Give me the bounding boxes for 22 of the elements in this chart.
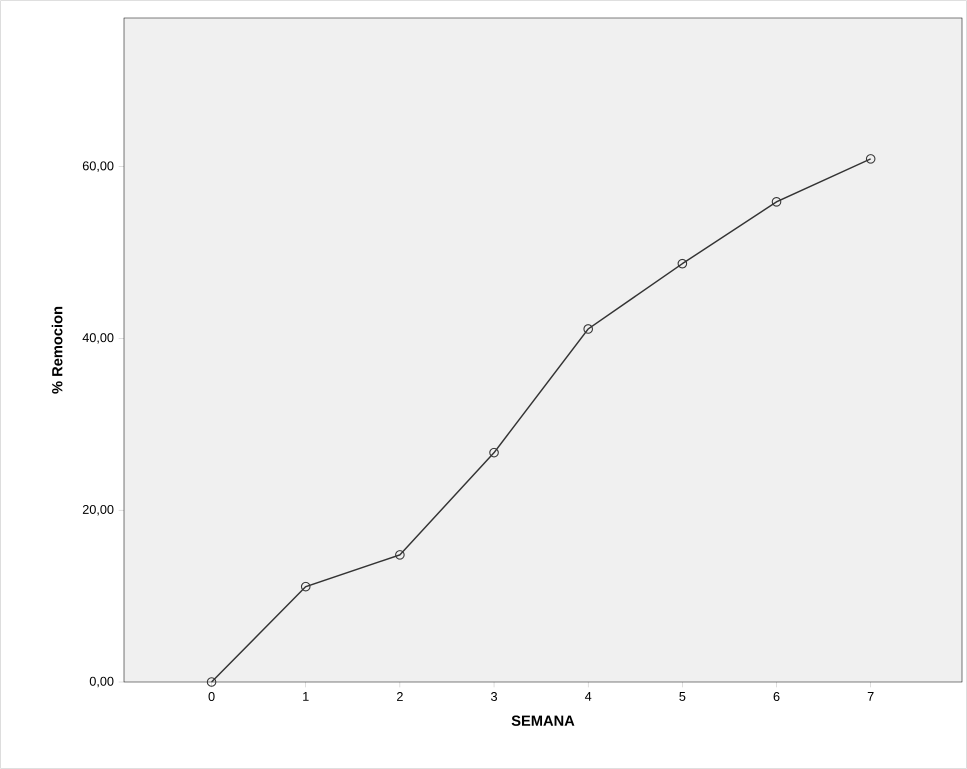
- x-tick-label: 2: [396, 692, 403, 701]
- y-tick-label: 0,00: [90, 676, 114, 688]
- y-tick-label: 60,00: [82, 161, 114, 172]
- point: [583, 324, 594, 334]
- x-tick-label: 7: [868, 692, 874, 701]
- point: [772, 197, 782, 207]
- point: [866, 154, 876, 164]
- x-tick-label: 3: [491, 692, 497, 702]
- y-tick-label: 40,00: [82, 333, 114, 344]
- point: [489, 448, 499, 458]
- point: [678, 258, 688, 268]
- point: [206, 677, 216, 687]
- point: [300, 582, 311, 592]
- x-axis-title: SEMANA: [512, 716, 574, 726]
- x-tick-label: 4: [584, 692, 592, 701]
- x-tick-label: 0: [208, 692, 215, 702]
- x-tick-label: 5: [679, 692, 686, 701]
- x-tick-label: 1: [303, 692, 309, 701]
- y-tick-label: 20,00: [82, 504, 114, 516]
- y-axis-title: % Remocion: [52, 306, 62, 394]
- x-tick-label: 6: [774, 692, 780, 702]
- point: [395, 550, 405, 560]
